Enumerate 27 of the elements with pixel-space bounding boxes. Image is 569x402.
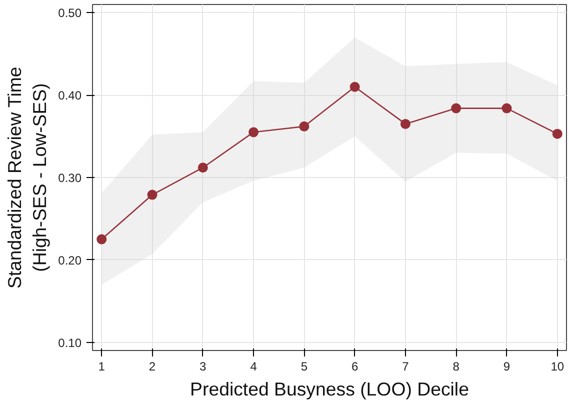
point: [198, 162, 208, 173]
y-tick-label: 0.50: [58, 6, 82, 20]
point: [147, 190, 158, 200]
y-tick-label: 0.10: [58, 336, 82, 350]
point: [502, 103, 512, 114]
x-tick-label: 5: [300, 360, 308, 374]
point: [96, 234, 107, 244]
x-axis-title: Predicted Busyness (LOO) Decile: [190, 378, 469, 400]
point: [400, 118, 410, 129]
x-tick-label: 8: [452, 360, 460, 374]
point: [552, 128, 562, 139]
x-tick-label: 2: [148, 360, 156, 374]
y-tick-label: 0.40: [58, 88, 82, 103]
x-tick-label: 10: [550, 360, 564, 374]
y-axis-title: Standardized Review Time (High-SES - Low-SES): [4, 66, 50, 289]
point: [451, 103, 462, 114]
point: [299, 121, 310, 132]
y-tick-label: 0.20: [58, 253, 82, 268]
y-tick-label: 0.30: [58, 171, 82, 185]
point: [248, 127, 259, 138]
x-tick-label: 4: [250, 360, 258, 374]
x-tick-label: 1: [98, 360, 106, 374]
point: [350, 82, 360, 92]
x-tick-label: 6: [351, 360, 358, 374]
x-tick-label: 3: [200, 360, 207, 374]
x-tick-label: 9: [503, 360, 510, 374]
x-tick-label: 7: [402, 360, 410, 374]
